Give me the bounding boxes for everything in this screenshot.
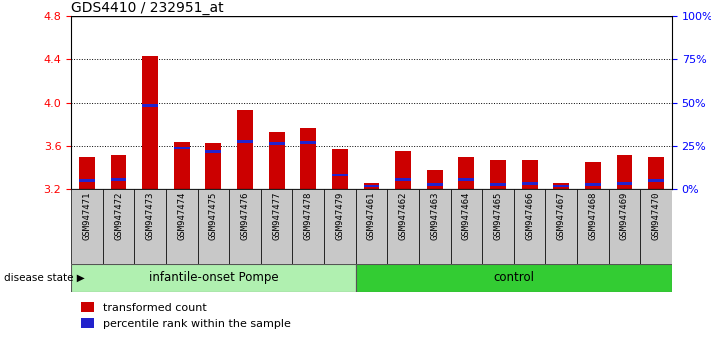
Text: GSM947479: GSM947479 [336,192,344,240]
Bar [616,182,632,185]
Bar [395,152,411,189]
FancyBboxPatch shape [577,189,609,264]
Bar [205,150,221,153]
FancyBboxPatch shape [198,189,229,264]
Legend: transformed count, percentile rank within the sample: transformed count, percentile rank withi… [77,298,296,333]
Bar [363,183,380,189]
Bar [522,160,538,189]
Text: disease state ▶: disease state ▶ [4,273,85,283]
Text: infantile-onset Pompe: infantile-onset Pompe [149,272,278,284]
Bar [427,170,443,189]
FancyBboxPatch shape [229,189,261,264]
Bar [174,147,190,149]
FancyBboxPatch shape [102,189,134,264]
Bar [205,143,221,189]
FancyBboxPatch shape [482,189,514,264]
FancyBboxPatch shape [134,189,166,264]
Text: GSM947477: GSM947477 [272,192,281,240]
Bar [616,155,632,189]
Bar [300,141,316,144]
Text: GSM947478: GSM947478 [304,192,313,240]
Bar [79,157,95,189]
Bar [237,140,253,143]
FancyBboxPatch shape [166,189,198,264]
FancyBboxPatch shape [641,189,672,264]
Text: GSM947469: GSM947469 [620,192,629,240]
Bar [553,183,569,189]
Text: GSM947473: GSM947473 [146,192,155,240]
Bar [237,110,253,189]
Bar [585,183,601,186]
Bar [269,142,284,145]
Bar [111,155,127,189]
Bar [427,183,443,186]
Bar [459,157,474,189]
Text: GSM947461: GSM947461 [367,192,376,240]
Bar [174,142,190,189]
Bar [300,127,316,189]
FancyBboxPatch shape [71,264,356,292]
Text: GSM947462: GSM947462 [399,192,407,240]
Text: GSM947464: GSM947464 [462,192,471,240]
Text: GSM947466: GSM947466 [525,192,534,240]
Bar [111,178,127,181]
Bar [142,56,158,189]
FancyBboxPatch shape [609,189,641,264]
Bar [490,183,506,186]
FancyBboxPatch shape [514,189,545,264]
Text: GDS4410 / 232951_at: GDS4410 / 232951_at [71,1,224,15]
Text: GSM947463: GSM947463 [430,192,439,240]
Bar [363,184,380,187]
Text: GSM947470: GSM947470 [651,192,661,240]
Bar [585,162,601,189]
FancyBboxPatch shape [451,189,482,264]
Text: GSM947465: GSM947465 [493,192,503,240]
FancyBboxPatch shape [261,189,292,264]
Text: GSM947467: GSM947467 [557,192,566,240]
Bar [332,149,348,189]
FancyBboxPatch shape [324,189,356,264]
Bar [79,179,95,182]
FancyBboxPatch shape [292,189,324,264]
Text: GSM947475: GSM947475 [209,192,218,240]
Text: GSM947472: GSM947472 [114,192,123,240]
Bar [490,160,506,189]
FancyBboxPatch shape [71,189,102,264]
Bar [459,178,474,181]
Bar [553,184,569,187]
Bar [142,104,158,107]
FancyBboxPatch shape [545,189,577,264]
Bar [395,178,411,181]
Bar [332,174,348,176]
FancyBboxPatch shape [387,189,419,264]
Bar [522,182,538,185]
Text: GSM947471: GSM947471 [82,192,92,240]
Bar [648,157,664,189]
Bar [648,179,664,182]
Text: GSM947468: GSM947468 [588,192,597,240]
Text: GSM947476: GSM947476 [240,192,250,240]
FancyBboxPatch shape [356,264,672,292]
Bar [269,132,284,189]
FancyBboxPatch shape [419,189,451,264]
Text: GSM947474: GSM947474 [177,192,186,240]
FancyBboxPatch shape [356,189,387,264]
Text: control: control [493,272,534,284]
